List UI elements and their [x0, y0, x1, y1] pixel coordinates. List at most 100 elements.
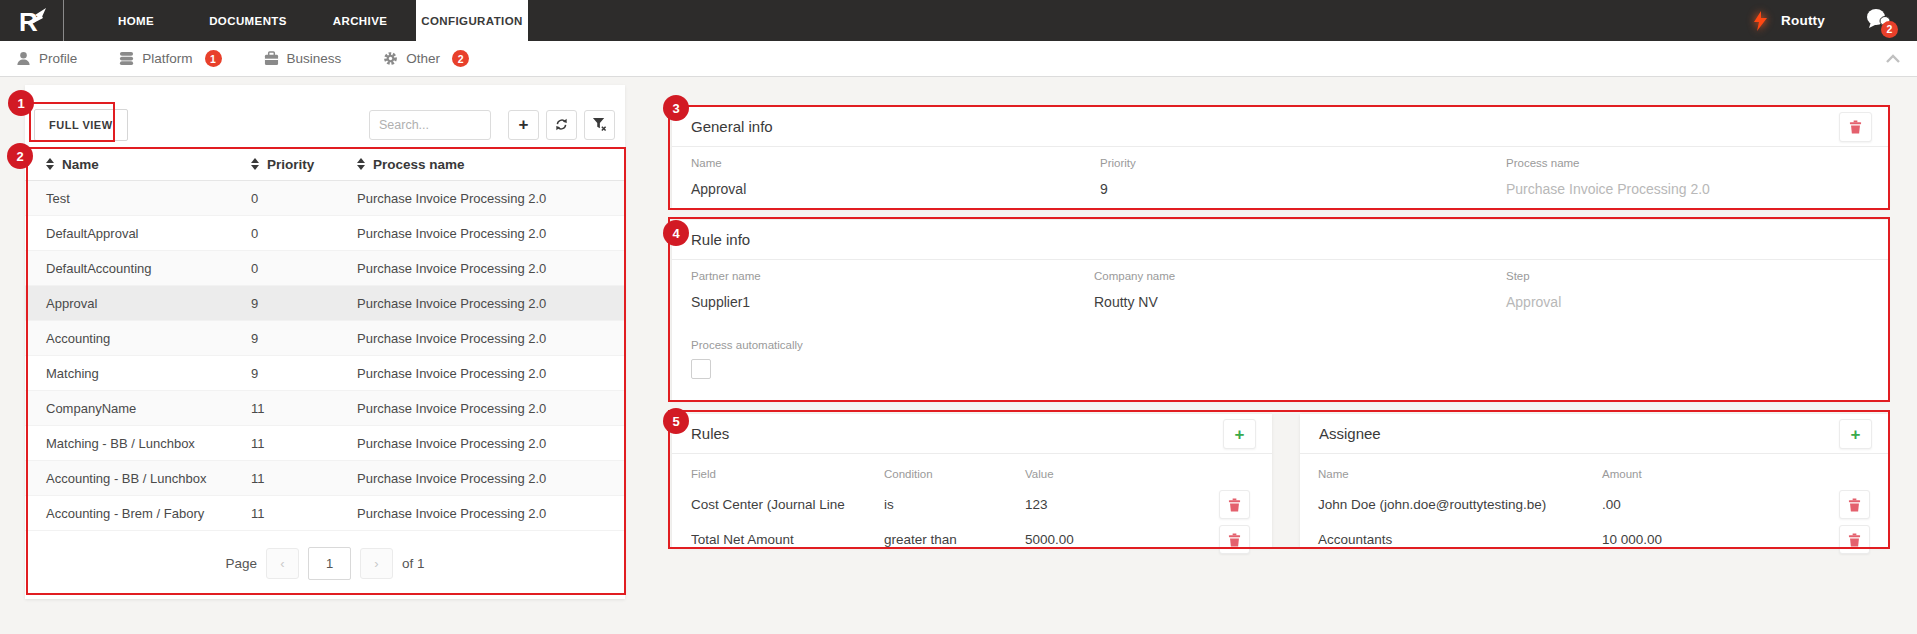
trash-icon [1848, 498, 1861, 512]
subnav-item-profile[interactable]: Profile [16, 51, 77, 66]
trash-icon [1228, 533, 1241, 547]
process-automatically-checkbox[interactable] [691, 359, 711, 379]
table-row[interactable]: CompanyName 11 Purchase Invoice Processi… [25, 391, 625, 426]
column-label: Name [1318, 468, 1602, 480]
field-value[interactable]: Supplier1 [691, 294, 761, 310]
panel-title: Assignee [1319, 425, 1381, 442]
column-header-process: Process name [357, 157, 465, 172]
clear-filter-button[interactable] [584, 110, 615, 140]
cell-priority: 11 [251, 506, 357, 521]
cell-name: DefaultAccounting [25, 261, 251, 276]
cell-priority: 9 [251, 366, 357, 381]
rule-field[interactable]: Cost Center (Journal Line [691, 497, 851, 512]
add-assignee-button[interactable]: + [1839, 419, 1872, 449]
rule-value[interactable]: 5000.00 [1025, 532, 1185, 547]
delete-condition-button[interactable] [1219, 525, 1250, 554]
prev-page-button[interactable]: ‹ [266, 548, 299, 579]
rule-condition-row: Cost Center (Journal Line is 123 [672, 487, 1272, 522]
page-label: Page [225, 556, 257, 571]
refresh-button[interactable] [546, 110, 577, 140]
cell-priority: 9 [251, 331, 357, 346]
field-label: Partner name [691, 270, 761, 282]
field-name: Name Approval [691, 157, 746, 197]
tab-documents[interactable]: DOCUMENTS [192, 0, 304, 41]
platform-icon [119, 51, 134, 66]
tab-archive[interactable]: ARCHIVE [304, 0, 416, 41]
table-row[interactable]: DefaultAccounting 0 Purchase Invoice Pro… [25, 251, 625, 286]
profile-icon [16, 51, 31, 66]
delete-condition-button[interactable] [1219, 490, 1250, 519]
rules-header: Rules + [672, 414, 1272, 454]
subnav-label: Business [287, 51, 342, 66]
rule-value[interactable]: 123 [1025, 497, 1185, 512]
assignee-name[interactable]: Accountants [1318, 532, 1602, 547]
chevron-up-icon [1885, 54, 1901, 64]
chat-button[interactable]: 2 [1865, 8, 1891, 34]
sort-icon[interactable] [251, 158, 259, 170]
collapse-subnav-button[interactable] [1885, 50, 1901, 68]
column-label: Process name [373, 157, 465, 172]
rule-condition[interactable]: is [884, 497, 1025, 512]
sort-icon[interactable] [46, 158, 54, 170]
chat-badge: 2 [1881, 21, 1898, 38]
full-view-button[interactable]: FULL VIEW [34, 109, 128, 141]
business-icon [264, 51, 279, 66]
subnav-item-business[interactable]: Business [264, 51, 342, 66]
table-row[interactable]: Accounting 9 Purchase Invoice Processing… [25, 321, 625, 356]
plus-icon: + [1851, 426, 1861, 443]
delete-assignee-button[interactable] [1839, 490, 1870, 519]
delete-assignee-button[interactable] [1839, 525, 1870, 554]
page-number-input[interactable] [308, 547, 351, 580]
rules-column-headers: Field Condition Value [672, 460, 1272, 487]
panel-title: Rules [691, 425, 729, 442]
cell-priority: 0 [251, 261, 357, 276]
field-value[interactable]: Approval [691, 181, 746, 197]
field-partner-name: Partner name Supplier1 [691, 270, 761, 310]
rule-condition-row: Total Net Amount greater than 5000.00 [672, 522, 1272, 557]
field-label: Company name [1094, 270, 1175, 282]
table-row[interactable]: Matching 9 Purchase Invoice Processing 2… [25, 356, 625, 391]
assignee-name[interactable]: John Doe (john.doe@routtytesting.be) [1318, 497, 1602, 512]
add-rule-condition-button[interactable]: + [1223, 419, 1256, 449]
tab-home[interactable]: HOME [80, 0, 192, 41]
subnav-item-other[interactable]: Other 2 [383, 50, 469, 67]
table-row[interactable]: Test 0 Purchase Invoice Processing 2.0 [25, 181, 625, 216]
brand-area: Routty 2 [1753, 0, 1891, 41]
other-badge: 2 [452, 50, 469, 67]
app-logo[interactable]: R [0, 0, 64, 41]
tab-configuration[interactable]: CONFIGURATION [416, 0, 528, 41]
next-page-button[interactable]: › [360, 548, 393, 579]
nav-spacer [528, 0, 1753, 41]
rule-condition[interactable]: greater than [884, 532, 1025, 547]
sort-icon[interactable] [357, 158, 365, 170]
field-priority: Priority 9 [1100, 157, 1136, 197]
rules-panel: Rules + Field Condition Value Cost Cente… [672, 414, 1272, 547]
platform-badge: 1 [205, 50, 222, 67]
delete-rule-button[interactable] [1839, 112, 1872, 142]
table-row[interactable]: Accounting - BB / Lunchbox 11 Purchase I… [25, 461, 625, 496]
column-header-name: Name [25, 157, 251, 172]
table-row[interactable]: Accounting - Brem / Fabory 11 Purchase I… [25, 496, 625, 531]
plus-icon: + [519, 116, 529, 133]
primary-tabs: HOME DOCUMENTS ARCHIVE CONFIGURATION [80, 0, 528, 41]
cell-process: Purchase Invoice Processing 2.0 [357, 261, 625, 276]
rule-info-panel: Rule info Partner name Supplier1 Company… [672, 220, 1888, 400]
cell-name: Accounting - Brem / Fabory [25, 506, 251, 521]
table-row-selected[interactable]: Approval 9 Purchase Invoice Processing 2… [25, 286, 625, 321]
search-input[interactable] [369, 110, 491, 140]
refresh-icon [554, 117, 569, 132]
assignee-amount[interactable]: 10 000.00 [1602, 532, 1802, 547]
assignee-amount[interactable]: .00 [1602, 497, 1802, 512]
table-header: Name Priority Process name [25, 147, 625, 181]
subnav-item-platform[interactable]: Platform 1 [119, 50, 221, 67]
cell-name: Matching [25, 366, 251, 381]
panel-title: Rule info [691, 231, 750, 248]
table-row[interactable]: Matching - BB / Lunchbox 11 Purchase Inv… [25, 426, 625, 461]
plus-icon: + [1235, 426, 1245, 443]
field-value[interactable]: Routty NV [1094, 294, 1175, 310]
assignee-column-headers: Name Amount [1300, 460, 1888, 487]
table-row[interactable]: DefaultApproval 0 Purchase Invoice Proce… [25, 216, 625, 251]
field-value[interactable]: 9 [1100, 181, 1136, 197]
add-rule-button[interactable]: + [508, 110, 539, 140]
rule-field[interactable]: Total Net Amount [691, 532, 851, 547]
